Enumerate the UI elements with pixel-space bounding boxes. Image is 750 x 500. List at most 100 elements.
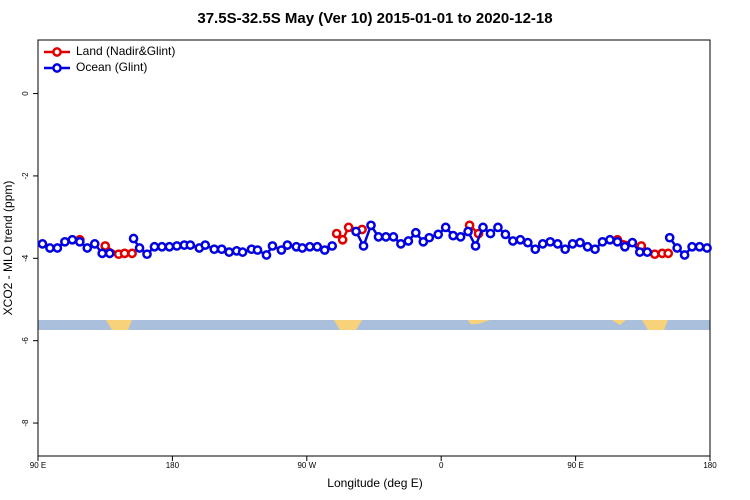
point [620, 241, 630, 252]
point [537, 239, 548, 249]
x-axis-label: Longitude (deg E) [327, 476, 422, 490]
point [440, 222, 451, 233]
legend-label: Land (Nadir&Glint) [76, 44, 175, 58]
point [128, 233, 139, 244]
y-tick-label: -4 [21, 254, 30, 262]
point [508, 236, 518, 246]
point [327, 241, 338, 251]
point [343, 222, 354, 233]
x-tick-label: 90 E [567, 461, 583, 470]
point [500, 229, 511, 240]
x-tick-label: 90 E [30, 461, 46, 470]
point [74, 236, 85, 247]
legend-marker [52, 63, 62, 73]
point [200, 240, 211, 250]
point [605, 234, 615, 245]
y-tick-label: -6 [21, 337, 30, 345]
point [522, 237, 533, 248]
point [366, 220, 376, 231]
x-tick-label: 90 W [297, 461, 316, 470]
point [664, 232, 675, 243]
point [157, 241, 167, 252]
point [552, 239, 563, 249]
point [172, 241, 182, 251]
point [319, 245, 330, 255]
point [119, 248, 130, 259]
point [470, 241, 481, 251]
point [100, 241, 111, 251]
point [337, 234, 348, 245]
x-tick-label: 0 [439, 461, 444, 470]
point [687, 241, 697, 252]
point [185, 240, 196, 250]
point [545, 236, 556, 247]
point [149, 241, 160, 252]
point [304, 241, 315, 252]
point [373, 232, 384, 242]
point [127, 248, 137, 259]
y-tick-label: 0 [21, 91, 30, 96]
point [702, 243, 712, 253]
point [45, 243, 55, 253]
legend-label: Ocean (Glint) [76, 60, 147, 74]
point [396, 239, 406, 249]
point [142, 249, 152, 260]
point [381, 232, 391, 242]
point [282, 240, 293, 250]
point [224, 247, 234, 257]
point [97, 248, 108, 259]
point [672, 243, 682, 253]
point [60, 236, 70, 247]
point [261, 250, 272, 260]
point [209, 244, 220, 255]
point [424, 232, 435, 243]
point [252, 245, 263, 255]
point [679, 250, 690, 260]
point [627, 237, 638, 248]
point [478, 222, 488, 233]
y-tick-label: -2 [21, 172, 30, 180]
point [312, 241, 323, 252]
point [463, 226, 473, 237]
point [104, 248, 115, 259]
point [388, 232, 399, 242]
point [448, 230, 458, 241]
x-tick-label: 180 [166, 461, 180, 470]
point [351, 226, 361, 237]
point [358, 241, 369, 251]
point [37, 239, 48, 249]
point [134, 243, 145, 253]
point [515, 234, 526, 245]
point [82, 243, 93, 253]
chart-title: 37.5S-32.5S May (Ver 10) 2015-01-01 to 2… [197, 10, 552, 27]
point [89, 239, 100, 249]
point [67, 234, 78, 245]
y-tick-label: -8 [21, 419, 30, 427]
point [410, 227, 421, 238]
point [52, 243, 63, 253]
legend: Land (Nadir&Glint) Ocean (Glint) [44, 44, 175, 74]
point [276, 245, 287, 255]
point [237, 247, 248, 257]
point [597, 236, 608, 247]
point [575, 237, 585, 248]
point [216, 244, 227, 255]
point [530, 244, 541, 255]
point [590, 244, 600, 255]
point [634, 247, 645, 257]
point [663, 248, 674, 259]
point [582, 241, 593, 252]
point [403, 236, 414, 246]
point [297, 243, 308, 253]
x-tick-label: 180 [703, 461, 717, 470]
point [493, 222, 503, 233]
point [267, 241, 278, 251]
point [433, 229, 444, 240]
point [560, 244, 570, 255]
point [567, 239, 578, 249]
legend-marker [52, 47, 62, 57]
y-axis-label: XCO2 - MLO trend (ppm) [1, 181, 15, 316]
point [164, 241, 175, 252]
point [485, 228, 496, 239]
